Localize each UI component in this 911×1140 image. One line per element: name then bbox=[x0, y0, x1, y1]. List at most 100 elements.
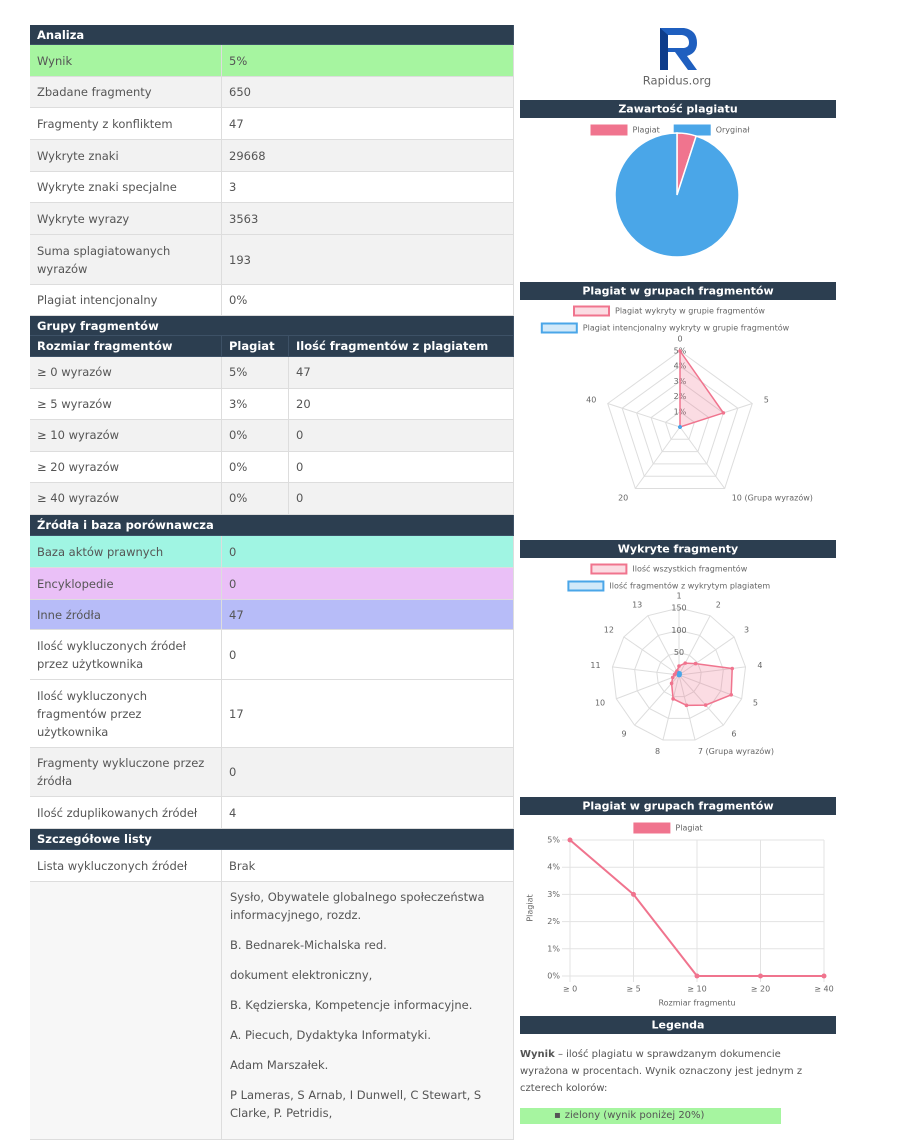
category-label: 7 (Grupa wyrazów) bbox=[698, 746, 774, 756]
row-value: 3563 bbox=[222, 203, 514, 235]
point-marker bbox=[694, 973, 700, 979]
row-label: Suma splagiatowanych wyrazów bbox=[30, 235, 222, 285]
table-cell: 0% bbox=[222, 451, 289, 483]
spoke bbox=[612, 666, 680, 676]
row-value: 0% bbox=[222, 285, 514, 316]
row-value: 0 bbox=[222, 536, 514, 568]
chart-header bbox=[520, 282, 836, 300]
y-axis-title: Plagiat bbox=[526, 894, 535, 921]
row-label: Lista wykluczonych źródeł bbox=[30, 850, 222, 882]
table-cell: 0% bbox=[222, 420, 289, 452]
category-label: 5 bbox=[764, 395, 769, 404]
table-cell: 0 bbox=[289, 420, 514, 452]
category-label: 40 bbox=[586, 395, 596, 404]
point-marker bbox=[821, 973, 827, 979]
legend-description: – ilość plagiatu w sprawdzanym dokumenci… bbox=[520, 1049, 803, 1094]
grid-line bbox=[634, 629, 724, 719]
legend-text: Wynik – ilość plagiatu w sprawdzanym dok… bbox=[520, 1046, 820, 1097]
section-header: Źródła i baza porównawcza bbox=[30, 515, 514, 536]
radar-point bbox=[730, 666, 735, 671]
radar-point bbox=[721, 411, 726, 415]
x-axis-title: Rozmiar fragmentu bbox=[658, 999, 735, 1008]
point-marker bbox=[631, 891, 636, 897]
list-item: Adam Marszałek. bbox=[230, 1058, 329, 1072]
row-label: Ilość zduplikowanych źródeł bbox=[30, 797, 222, 829]
table-cell: 20 bbox=[289, 388, 514, 420]
x-tick-label: ≥ 20 bbox=[751, 985, 770, 994]
grid-line bbox=[611, 607, 747, 741]
column-header: Plagiat bbox=[222, 336, 289, 357]
legend-swatch bbox=[540, 322, 578, 334]
legend-items: zielony (wynik poniżej 20%) bbox=[520, 1108, 781, 1124]
table-cell: 5% bbox=[222, 357, 289, 389]
row-label: Wykryte znaki bbox=[30, 140, 222, 172]
list-item: B. Kędzierska, Kompetencje informacyjne. bbox=[230, 998, 473, 1012]
row-label: Wykryte wyrazy bbox=[30, 203, 222, 235]
legend-swatch bbox=[573, 305, 610, 317]
radar-point bbox=[678, 425, 682, 429]
chart-header bbox=[520, 100, 836, 118]
row-label: Plagiat intencjonalny bbox=[30, 285, 222, 316]
radar-point bbox=[683, 661, 688, 665]
grid-line bbox=[650, 395, 710, 453]
row-value: 17 bbox=[222, 680, 514, 748]
row-value: 4 bbox=[222, 797, 514, 829]
section-header: Analiza bbox=[30, 25, 514, 45]
table-cell: ≥ 40 wyrazów bbox=[30, 483, 222, 515]
r-tick-label: 50 bbox=[674, 648, 684, 657]
category-label: 10 bbox=[595, 699, 605, 708]
legend-label: Oryginał bbox=[716, 126, 751, 135]
table-cell: ≥ 20 wyrazów bbox=[30, 451, 222, 483]
category-label: 1 bbox=[676, 592, 681, 601]
legend-item: zielony (wynik poniżej 20%) bbox=[520, 1108, 781, 1124]
legend-label: Plagiat wykryty w grupie fragmentów bbox=[615, 306, 765, 316]
spoke bbox=[678, 674, 696, 741]
legend-label: Ilość wszystkich fragmentów bbox=[632, 564, 747, 574]
category-label: 11 bbox=[590, 661, 600, 670]
x-tick-label: ≥ 0 bbox=[563, 985, 577, 994]
logo-icon bbox=[660, 28, 697, 70]
category-label: 12 bbox=[604, 626, 614, 635]
radar-point bbox=[729, 692, 734, 697]
category-label: 10 (Grupa wyrazów) bbox=[732, 493, 813, 503]
chart-header bbox=[520, 797, 836, 815]
chart-header bbox=[520, 540, 836, 558]
chart-title: Plagiat w grupach fragmentów bbox=[582, 800, 773, 813]
spoke bbox=[623, 636, 680, 676]
row-label: Wynik bbox=[30, 45, 222, 77]
radar-point bbox=[677, 664, 681, 668]
point-marker bbox=[567, 837, 573, 843]
row-value: 5% bbox=[222, 45, 514, 77]
spoke bbox=[678, 636, 735, 676]
row-label: Baza aktów prawnych bbox=[30, 536, 222, 568]
r-tick-label: 150 bbox=[671, 604, 686, 613]
table-cell: 0% bbox=[222, 483, 289, 515]
spoke bbox=[678, 666, 746, 676]
legend-label: Plagiat intencjonalny wykryty w grupie f… bbox=[583, 323, 790, 333]
r-tick-label: 100 bbox=[671, 626, 686, 635]
radar-point bbox=[669, 681, 674, 686]
category-label: 0 bbox=[677, 335, 682, 344]
row-value: 3 bbox=[222, 172, 514, 203]
table-cell: 47 bbox=[289, 357, 514, 389]
y-tick-label: 4% bbox=[547, 863, 560, 872]
radar-area bbox=[670, 662, 733, 707]
legend-term: Wynik bbox=[520, 1049, 555, 1060]
spoke bbox=[662, 674, 680, 741]
row-label: Inne źródła bbox=[30, 600, 222, 630]
row-label: Encyklopedie bbox=[30, 568, 222, 600]
row-label: Wykryte znaki specjalne bbox=[30, 172, 222, 203]
legend-swatch bbox=[590, 563, 628, 575]
category-label: 4 bbox=[757, 661, 762, 670]
x-tick-label: ≥ 10 bbox=[687, 985, 706, 994]
radar-point bbox=[671, 697, 675, 701]
column-header: Rozmiar fragmentów bbox=[30, 336, 222, 357]
grid-line bbox=[636, 380, 724, 465]
row-value: 47 bbox=[222, 108, 514, 140]
spoke bbox=[647, 615, 680, 676]
category-label: 3 bbox=[744, 626, 749, 635]
row-value: 0 bbox=[222, 748, 514, 797]
x-tick-label: ≥ 40 bbox=[814, 985, 833, 994]
